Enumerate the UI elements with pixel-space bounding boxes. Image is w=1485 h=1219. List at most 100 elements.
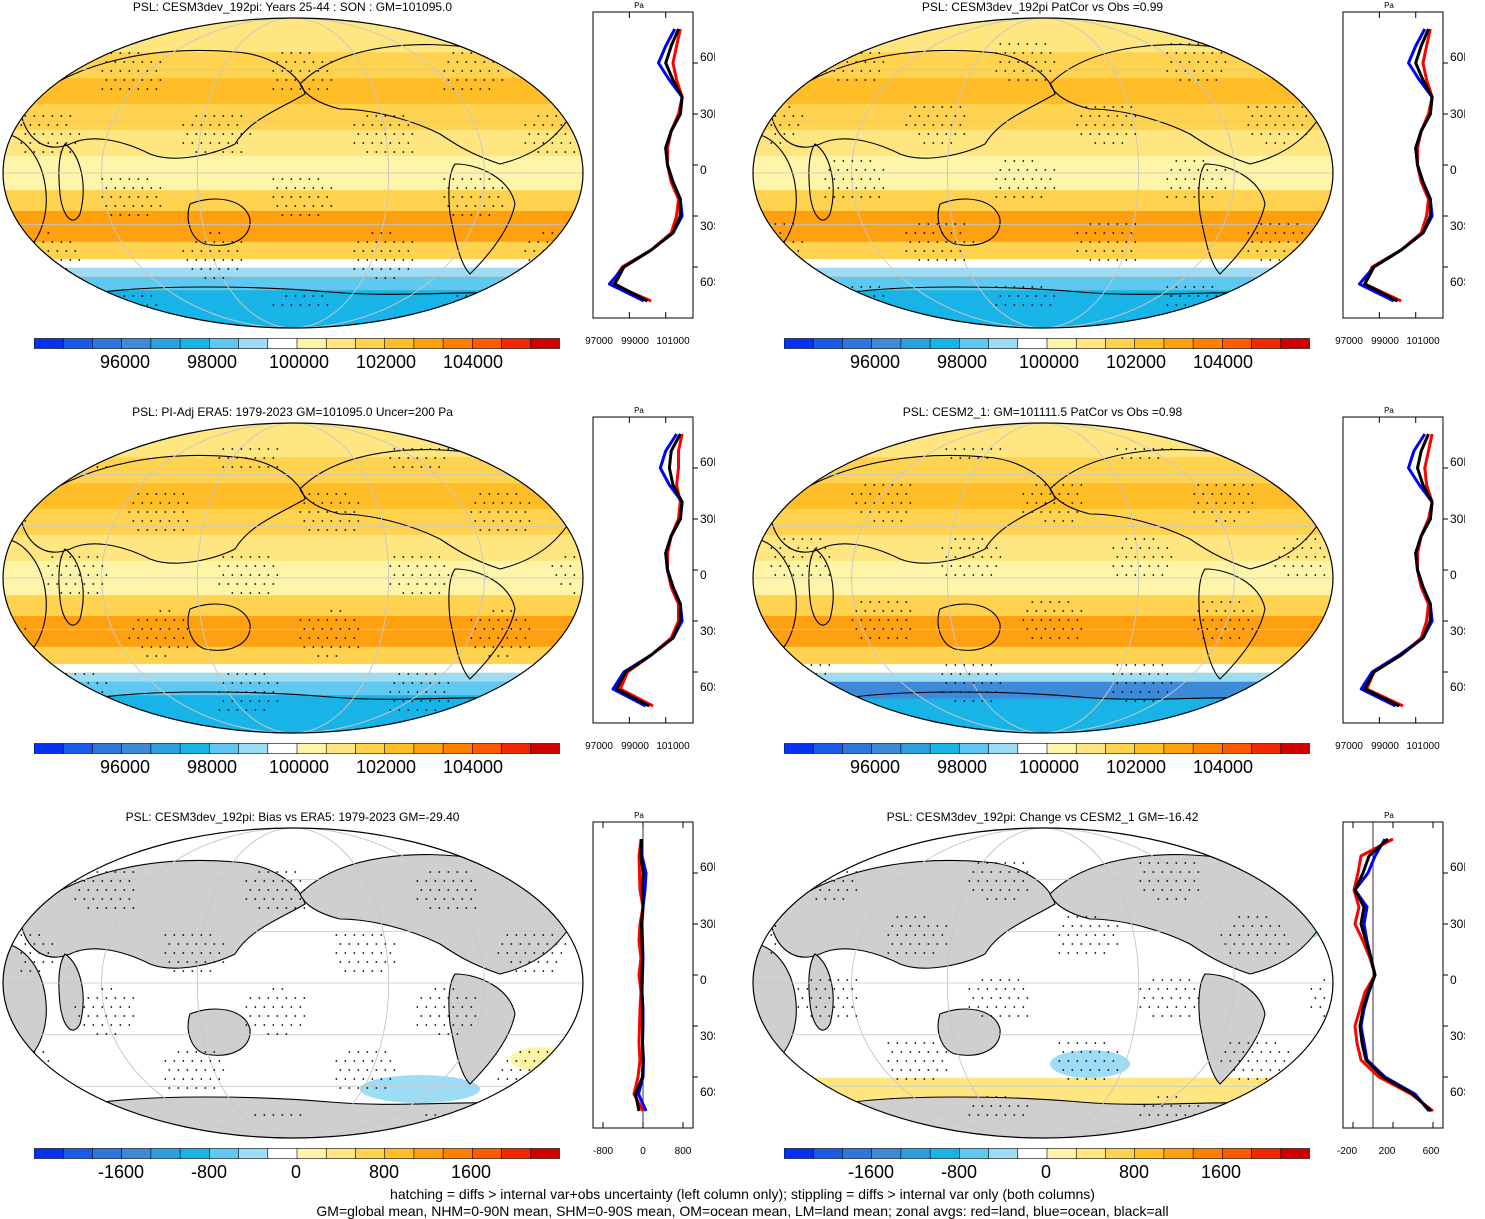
stipple-dot (294, 187, 297, 189)
stipple-dot (245, 1006, 248, 1008)
stipple-dot (177, 961, 180, 963)
stipple-dot (806, 565, 809, 567)
stipple-dot (1085, 106, 1088, 108)
stipple-dot (1242, 484, 1245, 486)
stipple-dot (38, 1060, 41, 1062)
stipple-dot (833, 988, 836, 990)
stipple-dot (819, 997, 822, 999)
stipple-dot (1220, 637, 1223, 639)
stipple-dot (999, 187, 1002, 189)
stipple-dot (864, 187, 867, 189)
stipple-dot (281, 880, 284, 882)
stipple-dot (788, 250, 791, 252)
stipple-dot (1305, 241, 1308, 243)
colorbar-swatch (1192, 1148, 1223, 1159)
y-tick: 0 (1450, 568, 1457, 582)
stipple-dot (389, 709, 392, 711)
stipple-dot (443, 178, 446, 180)
stipple-dot (1103, 934, 1106, 936)
stipple-dot (1287, 223, 1290, 225)
stipple-dot (137, 619, 140, 621)
stipple-dot (1197, 187, 1200, 189)
stipple-dot (1022, 304, 1025, 306)
stipple-dot (1247, 1042, 1250, 1044)
stipple-dot (461, 1024, 464, 1026)
stipple-dot (1022, 1006, 1025, 1008)
stipple-dot (200, 124, 203, 126)
stipple-dot (1265, 1078, 1268, 1080)
stipple-dot (779, 547, 782, 549)
stipple-dot (258, 700, 261, 702)
stipple-dot (429, 466, 432, 468)
stipple-dot (963, 574, 966, 576)
stipple-dot (1296, 259, 1299, 261)
graticule-meridian (101, 423, 485, 733)
colorbar-swatch (267, 1148, 298, 1159)
stipple-dot (132, 907, 135, 909)
stipple-dot (837, 979, 840, 981)
stipple-dot (402, 151, 405, 153)
stipple-dot (290, 1006, 293, 1008)
stipple-dot (851, 286, 854, 288)
stipple-dot (83, 673, 86, 675)
stipple-dot (470, 1024, 473, 1026)
stipple-dot (864, 484, 867, 486)
stipple-dot (110, 1024, 113, 1026)
stipple-dot (24, 1069, 27, 1071)
stipple-dot (348, 943, 351, 945)
stipple-dot (1197, 889, 1200, 891)
stipple-dot (1107, 1051, 1110, 1053)
stipple-dot (506, 1060, 509, 1062)
stipple-dot (101, 1024, 104, 1026)
stipple-dot (83, 457, 86, 459)
stipple-dot (92, 1006, 95, 1008)
zonal-series-ocean (1359, 433, 1434, 708)
stipple-dot (1202, 70, 1205, 72)
stipple-dot (560, 1078, 563, 1080)
x-tick: 101000 (1406, 336, 1440, 347)
colorbar-tick: 104000 (1192, 352, 1254, 372)
stipple-dot (470, 52, 473, 54)
stipple-dot (348, 502, 351, 504)
stipple-dot (173, 934, 176, 936)
stipple-dot (389, 1078, 392, 1080)
stipple-dot (168, 520, 171, 522)
stipple-dot (308, 529, 311, 531)
pressure-band (3, 457, 583, 484)
stipple-dot (1296, 556, 1299, 558)
pressure-band (3, 267, 583, 277)
colorbar-swatch (929, 1148, 960, 1159)
stipple-dot (569, 583, 572, 585)
colorbar-swatch (1163, 743, 1194, 754)
stipple-dot (815, 862, 818, 864)
stipple-dot (173, 529, 176, 531)
stipple-dot (1139, 1006, 1142, 1008)
stipple-dot (1130, 691, 1133, 693)
stipple-dot (276, 907, 279, 909)
stipple-dot (209, 970, 212, 972)
stipple-dot (963, 538, 966, 540)
stipple-dot (779, 673, 782, 675)
stipple-dot (294, 295, 297, 297)
stipple-dot (1202, 160, 1205, 162)
colorbar (784, 743, 1310, 754)
stipple-dot (828, 1015, 831, 1017)
stipple-dot (456, 1033, 459, 1035)
stipple-dot (945, 241, 948, 243)
stipple-dot (506, 511, 509, 513)
stipple-dot (155, 529, 158, 531)
stipple-dot (24, 133, 27, 135)
stipple-dot (1265, 232, 1268, 234)
stipple-dot (1301, 673, 1304, 675)
stipple-dot (474, 187, 477, 189)
stipple-dot (299, 70, 302, 72)
stipple-dot (797, 1006, 800, 1008)
stipple-dot (828, 997, 831, 999)
stipple-dot (474, 295, 477, 297)
stipple-dot (56, 268, 59, 270)
colorbar-tick: 104000 (1192, 757, 1254, 777)
stipple-dot (896, 637, 899, 639)
stipple-dot (1112, 547, 1115, 549)
stipple-dot (105, 682, 108, 684)
stipple-dot (1094, 106, 1097, 108)
